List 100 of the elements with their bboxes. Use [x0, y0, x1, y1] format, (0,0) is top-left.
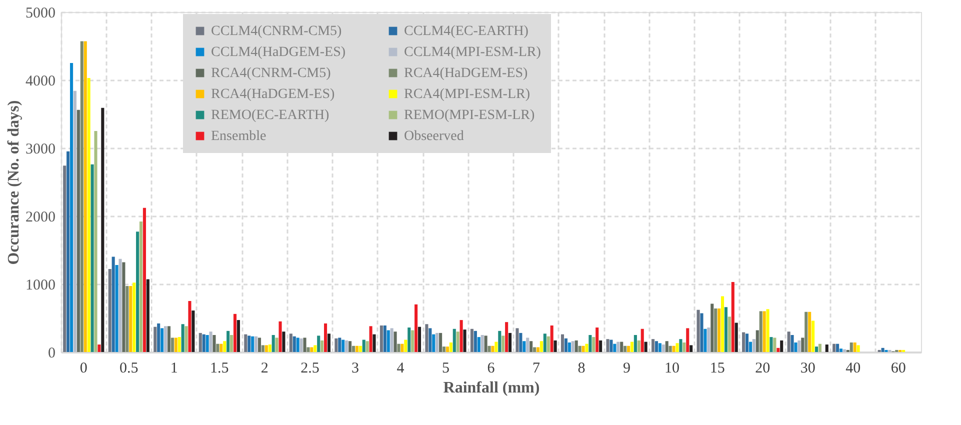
bar	[446, 346, 449, 352]
bar	[700, 313, 704, 352]
bar	[404, 340, 408, 352]
bar	[428, 328, 432, 352]
bar	[383, 325, 386, 352]
bar	[136, 232, 140, 352]
bar	[536, 347, 540, 352]
bar	[358, 346, 362, 352]
bar	[154, 326, 157, 352]
bar	[526, 338, 530, 352]
bar	[98, 344, 101, 352]
bar	[756, 330, 759, 352]
bar	[164, 326, 168, 352]
bar	[568, 342, 571, 352]
bar	[780, 340, 784, 352]
x-tick-label: 15	[710, 360, 725, 376]
bar	[842, 349, 846, 352]
bar	[258, 338, 262, 352]
bar	[801, 338, 804, 352]
bar	[202, 334, 206, 352]
y-tick-label: 2000	[26, 210, 56, 226]
bar	[644, 342, 648, 352]
bar	[400, 344, 404, 352]
bar	[672, 346, 676, 352]
bar	[690, 345, 693, 352]
bar	[707, 328, 710, 352]
bar	[734, 322, 738, 352]
bar	[261, 345, 264, 352]
bar	[226, 330, 230, 352]
bar	[856, 345, 860, 352]
bar	[606, 339, 610, 352]
bar	[460, 320, 463, 352]
x-tick-label: 60	[890, 360, 906, 376]
bar	[118, 258, 122, 352]
bar	[167, 326, 170, 352]
bar	[397, 344, 400, 352]
bar	[519, 332, 522, 352]
bar	[585, 344, 588, 352]
x-tick-label: 0	[80, 360, 88, 376]
bar	[264, 345, 268, 352]
bar	[516, 328, 519, 352]
bar	[174, 338, 178, 352]
bar	[762, 311, 766, 352]
legend-label: RCA4(HaDGEM-ES)	[211, 87, 335, 102]
bar	[129, 286, 132, 352]
bar	[825, 344, 828, 352]
x-tick-label: 2	[260, 360, 268, 376]
bar	[634, 335, 637, 352]
bar	[498, 330, 502, 352]
bar	[432, 334, 436, 352]
bar	[73, 90, 77, 352]
bar	[776, 348, 780, 352]
bar	[668, 346, 672, 352]
bar	[63, 166, 66, 352]
legend-label: CCLM4(MPI-ESM-LR)	[404, 45, 542, 60]
bar	[320, 340, 324, 352]
bar	[380, 325, 383, 352]
bar	[640, 328, 644, 352]
bar	[676, 343, 679, 352]
y-tick-label: 0	[48, 346, 56, 362]
x-tick-label: 30	[800, 360, 816, 376]
bar	[303, 338, 306, 352]
bar	[233, 314, 237, 352]
legend-label: CCLM4(CNRM-CM5)	[211, 24, 342, 39]
bar	[665, 341, 668, 352]
bar	[540, 341, 543, 352]
x-tick-label: 0.5	[120, 360, 138, 376]
bar	[206, 335, 209, 352]
bar	[236, 320, 240, 352]
x-axis-title: Rainfall (mm)	[443, 380, 540, 396]
bar	[418, 326, 422, 352]
bar	[620, 342, 624, 352]
bar	[142, 208, 146, 352]
bar	[192, 310, 195, 352]
bar	[522, 341, 526, 352]
bar	[390, 328, 394, 352]
bar	[324, 323, 328, 352]
bar	[372, 334, 376, 352]
bar	[101, 108, 104, 352]
bar	[463, 330, 466, 352]
bar	[198, 332, 202, 352]
bar	[728, 316, 731, 352]
bar	[425, 324, 428, 352]
bar	[132, 282, 136, 352]
bar	[87, 78, 90, 352]
bar	[686, 328, 690, 352]
legend-label: RCA4(CNRM-CM5)	[211, 66, 332, 81]
bar	[115, 264, 118, 352]
bar	[574, 340, 578, 352]
y-tick-label: 3000	[26, 142, 56, 158]
bar	[798, 340, 801, 352]
bar	[342, 340, 345, 352]
bar	[578, 346, 582, 352]
bar	[317, 336, 320, 352]
x-tick-label: 20	[755, 360, 770, 376]
bar	[209, 332, 212, 352]
bar	[108, 269, 112, 352]
x-tick-label: 3	[351, 360, 359, 376]
bar	[76, 110, 80, 352]
bar	[268, 344, 272, 352]
